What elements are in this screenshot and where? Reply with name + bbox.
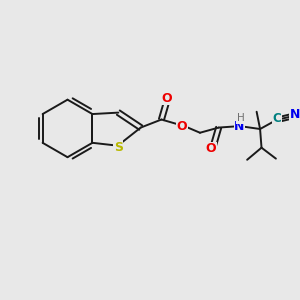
Text: O: O <box>177 120 188 133</box>
Text: S: S <box>114 141 123 154</box>
Text: O: O <box>205 142 216 155</box>
Text: N: N <box>290 108 300 122</box>
Text: N: N <box>234 120 244 133</box>
Text: C: C <box>272 112 281 125</box>
Text: O: O <box>161 92 172 105</box>
Text: H: H <box>237 113 245 123</box>
